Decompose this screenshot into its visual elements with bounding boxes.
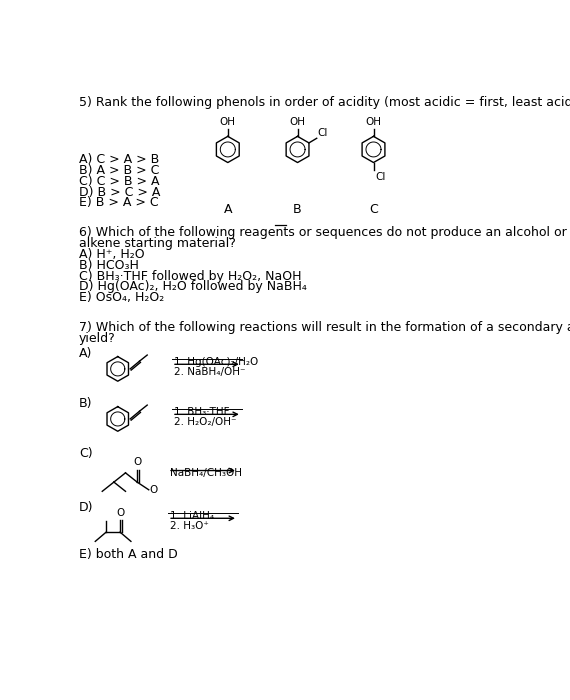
Text: E) both A and D: E) both A and D (79, 547, 178, 561)
Text: O: O (134, 458, 142, 468)
Text: B: B (293, 203, 302, 216)
Text: A): A) (79, 347, 92, 360)
Text: 2. H₂O₂/OH⁻: 2. H₂O₂/OH⁻ (174, 416, 237, 426)
Text: A) C > A > B: A) C > A > B (79, 153, 159, 167)
Text: 7) Which of the following reactions will result in the formation of a secondary : 7) Which of the following reactions will… (79, 321, 570, 334)
Text: NaBH₄/CH₃OH: NaBH₄/CH₃OH (170, 468, 242, 478)
Text: 5) Rank the following phenols in order of acidity (most acidic = first, least ac: 5) Rank the following phenols in order o… (79, 95, 570, 108)
Text: Cl: Cl (317, 127, 328, 137)
Text: 1. Hg(OAc)₂/H₂O: 1. Hg(OAc)₂/H₂O (174, 356, 259, 367)
Text: OH: OH (365, 117, 381, 127)
Text: 2. H₃O⁺: 2. H₃O⁺ (170, 521, 209, 531)
Text: B): B) (79, 398, 92, 410)
Text: 1. BH₃·THF: 1. BH₃·THF (174, 407, 230, 416)
Text: O: O (117, 508, 125, 517)
Text: A) H⁺, H₂O: A) H⁺, H₂O (79, 248, 145, 261)
Text: Cl: Cl (375, 172, 385, 182)
Text: D): D) (79, 501, 93, 514)
Text: D) B > C > A: D) B > C > A (79, 186, 160, 199)
Text: E) OsO₄, H₂O₂: E) OsO₄, H₂O₂ (79, 291, 164, 304)
Text: B) HCO₃H: B) HCO₃H (79, 259, 139, 272)
Text: A: A (223, 203, 232, 216)
Text: alkene starting material?: alkene starting material? (79, 237, 236, 250)
Text: C) C > B > A: C) C > B > A (79, 175, 160, 188)
Text: OH: OH (290, 117, 306, 127)
Text: 6) Which of the following reagents or sequences do not produce an alcohol or dio: 6) Which of the following reagents or se… (79, 227, 570, 239)
Text: yield?: yield? (79, 332, 116, 345)
Text: O: O (149, 485, 158, 495)
Text: 2. NaBH₄/OH⁻: 2. NaBH₄/OH⁻ (174, 367, 246, 377)
Text: E) B > A > C: E) B > A > C (79, 197, 158, 209)
Text: B) A > B > C: B) A > B > C (79, 164, 160, 177)
Text: 1. LiAlH₄: 1. LiAlH₄ (170, 510, 214, 521)
Text: C: C (369, 203, 378, 216)
Text: C): C) (79, 447, 92, 461)
Text: D) Hg(OAc)₂, H₂O followed by NaBH₄: D) Hg(OAc)₂, H₂O followed by NaBH₄ (79, 280, 307, 293)
Text: OH: OH (220, 117, 236, 127)
Text: C) BH₃·THF followed by H₂O₂, NaOH: C) BH₃·THF followed by H₂O₂, NaOH (79, 270, 302, 283)
